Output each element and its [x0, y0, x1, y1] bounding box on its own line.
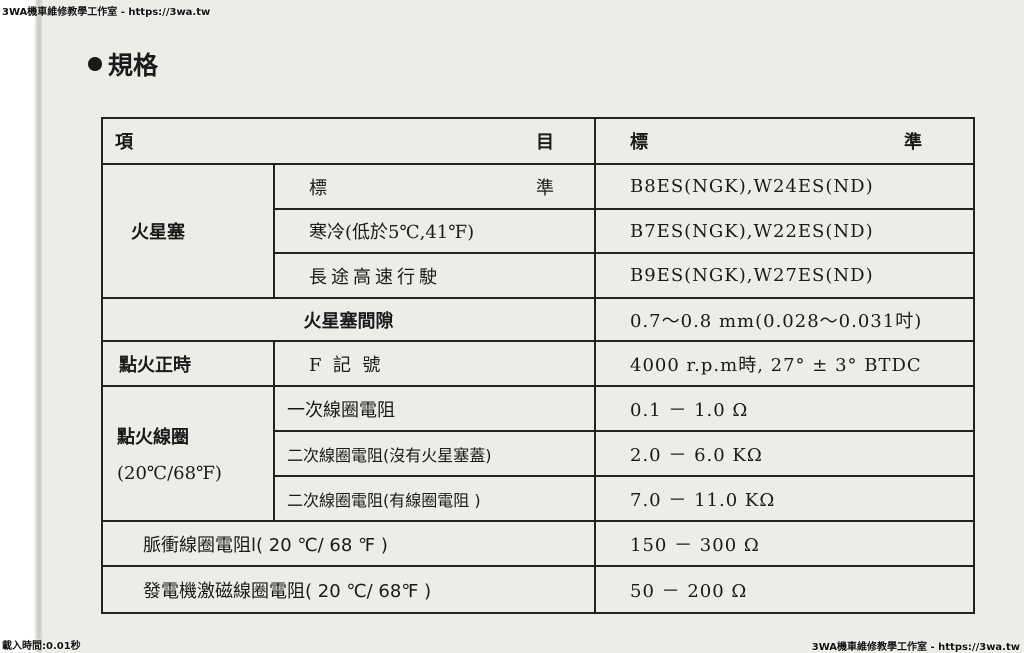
ignition-coil-label: 點火線圈 [117, 427, 189, 448]
spec-table: 項目 標準 火星塞 標準 B8ES(NGK),W24ES(ND) 寒冷(低於5℃… [101, 117, 975, 614]
ignition-coil-temp: (20℃/68℉) [117, 463, 222, 484]
header-standard: 準 [904, 132, 923, 153]
table-header: 項目 標準 [101, 117, 975, 165]
load-time: 載入時間:0.01秒 [2, 641, 81, 652]
row-item: 標 [309, 177, 327, 199]
row-value: 150 － 300 Ω [594, 520, 975, 567]
row-value: B9ES(NGK),W27ES(ND) [594, 252, 975, 299]
row-item: 二次線圈電阻(沒有火星塞蓋) [273, 430, 596, 477]
table-row: 寒冷(低於5℃,41℉) B7ES(NGK),W22ES(ND) [102, 208, 975, 254]
plug-gap-label: 火星塞間隙 [101, 297, 596, 342]
row-item: 準 [536, 177, 554, 199]
table-row: 脈衝線圈電阻l( 20 ℃/ 68 ℉ ) 150 － 300 Ω [101, 520, 975, 567]
row-item: F 記 號 [273, 340, 596, 387]
pulse-coil-label: 脈衝線圈電阻l( 20 ℃/ 68 ℉ ) [101, 520, 596, 567]
exciter-coil-label: 發電機激磁線圈電阻( 20 ℃/ 68℉ ) [101, 565, 596, 614]
table-row: 點火線圈 (20℃/68℉) 一次線圈電阻 0.1 － 1.0 Ω [101, 385, 975, 522]
bullet-icon [88, 57, 102, 71]
row-value: 0.1 － 1.0 Ω [594, 385, 975, 432]
table-row: 發電機激磁線圈電阻( 20 ℃/ 68℉ ) 50 － 200 Ω [101, 565, 975, 614]
row-item: 長途高速行駛 [273, 252, 596, 299]
table-row: 二次線圈電阻(沒有火星塞蓋) 2.0 － 6.0 KΩ [102, 430, 975, 477]
header-item: 項 [115, 132, 133, 153]
row-value: B7ES(NGK),W22ES(ND) [594, 208, 975, 254]
table-row: 二次線圈電阻(有線圈電阻 ) 7.0 － 11.0 KΩ [102, 475, 975, 522]
row-value: 7.0 － 11.0 KΩ [594, 475, 975, 522]
section-title: 規格 [88, 46, 158, 82]
row-value: 50 － 200 Ω [594, 565, 975, 614]
header-standard: 標 [630, 132, 649, 153]
row-value: B8ES(NGK),W24ES(ND) [594, 163, 975, 210]
row-item: 一次線圈電阻 [273, 385, 596, 432]
spark-plug-label: 火星塞 [101, 163, 275, 299]
header-item: 目 [536, 132, 554, 153]
row-item: 二次線圈電阻(有線圈電阻 ) [273, 475, 596, 522]
table-row: 點火正時 F 記 號 4000 r.p.m時, 27° ± 3° BTDC [101, 340, 975, 387]
section-title-text: 規格 [108, 51, 159, 80]
watermark-bottom: 3WA機車維修教學工作室 - https://3wa.tw [811, 642, 1020, 653]
table-row: 火星塞 標 準 B8ES(NGK),W24ES(ND) [101, 163, 975, 299]
row-value: 0.7～0.8 mm(0.028～0.031吋) [594, 297, 975, 342]
row-item: 寒冷(低於5℃,41℉) [273, 208, 596, 254]
page-fold-shadow [0, 0, 42, 652]
watermark-top: 3WA機車維修教學工作室 - https://3wa.tw [2, 7, 211, 18]
table-row: 長途高速行駛 B9ES(NGK),W27ES(ND) [102, 252, 975, 299]
table-row: 火星塞間隙 0.7～0.8 mm(0.028～0.031吋) [101, 297, 975, 342]
timing-label: 點火正時 [101, 340, 275, 387]
row-value: 4000 r.p.m時, 27° ± 3° BTDC [594, 340, 975, 387]
row-value: 2.0 － 6.0 KΩ [594, 430, 975, 477]
